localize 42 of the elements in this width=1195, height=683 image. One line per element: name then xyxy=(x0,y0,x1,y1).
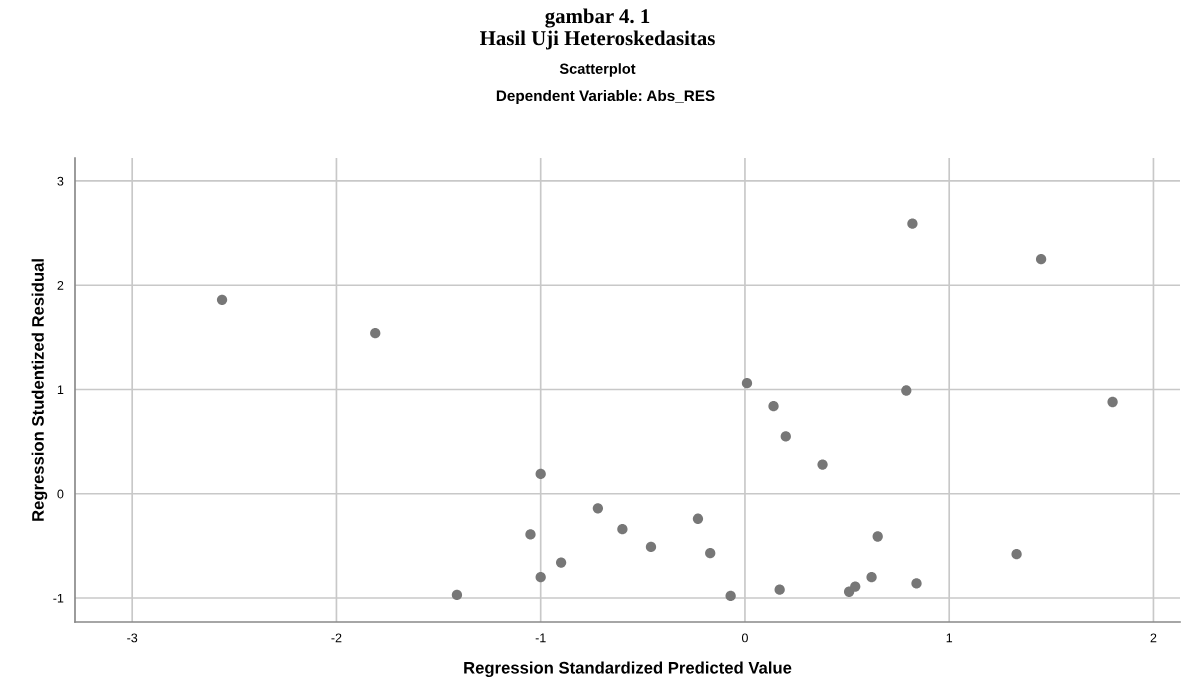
y-tick-label: 2 xyxy=(57,281,64,290)
chart-title: gambar 4. 1 Hasil Uji Heteroskedasitas xyxy=(479,8,715,50)
y-tick-label: 1 xyxy=(57,385,64,395)
point xyxy=(216,294,228,305)
point xyxy=(535,572,546,583)
y-tick-label: 0 xyxy=(57,489,64,499)
point xyxy=(370,328,381,339)
point xyxy=(1035,253,1047,265)
point xyxy=(725,590,736,602)
point xyxy=(907,218,918,229)
point xyxy=(901,385,912,396)
point xyxy=(768,401,779,412)
point xyxy=(692,513,704,524)
x-tick-label: -3 xyxy=(127,633,138,643)
x-tick-label: -2 xyxy=(331,633,342,643)
point xyxy=(866,572,877,583)
point xyxy=(850,581,861,592)
x-tick-label: -1 xyxy=(535,633,546,643)
point xyxy=(555,557,567,568)
point xyxy=(705,548,716,559)
y-tick-label: 3 xyxy=(57,176,64,186)
point xyxy=(817,459,828,470)
point xyxy=(645,541,657,553)
x-tick-label: 1 xyxy=(946,633,953,643)
point xyxy=(592,503,604,514)
point xyxy=(525,529,536,540)
point xyxy=(535,468,546,480)
point xyxy=(774,584,785,595)
chart-subtitle: Scatterplot Dependent Variable: Abs_RES xyxy=(496,63,715,105)
point xyxy=(741,378,753,389)
point xyxy=(872,531,883,542)
x-axis-title: Regression Standardized Predicted Value xyxy=(464,661,792,678)
point xyxy=(451,589,463,601)
y-axis-title: Regression Studentized Residual xyxy=(31,259,48,521)
point xyxy=(1107,396,1118,408)
point xyxy=(1011,549,1022,560)
x-tick-label: 0 xyxy=(741,633,748,643)
point xyxy=(617,524,628,535)
point xyxy=(780,431,791,442)
y-tick-label: -1 xyxy=(53,593,64,603)
point xyxy=(911,578,922,589)
x-tick-label: 2 xyxy=(1150,633,1157,643)
